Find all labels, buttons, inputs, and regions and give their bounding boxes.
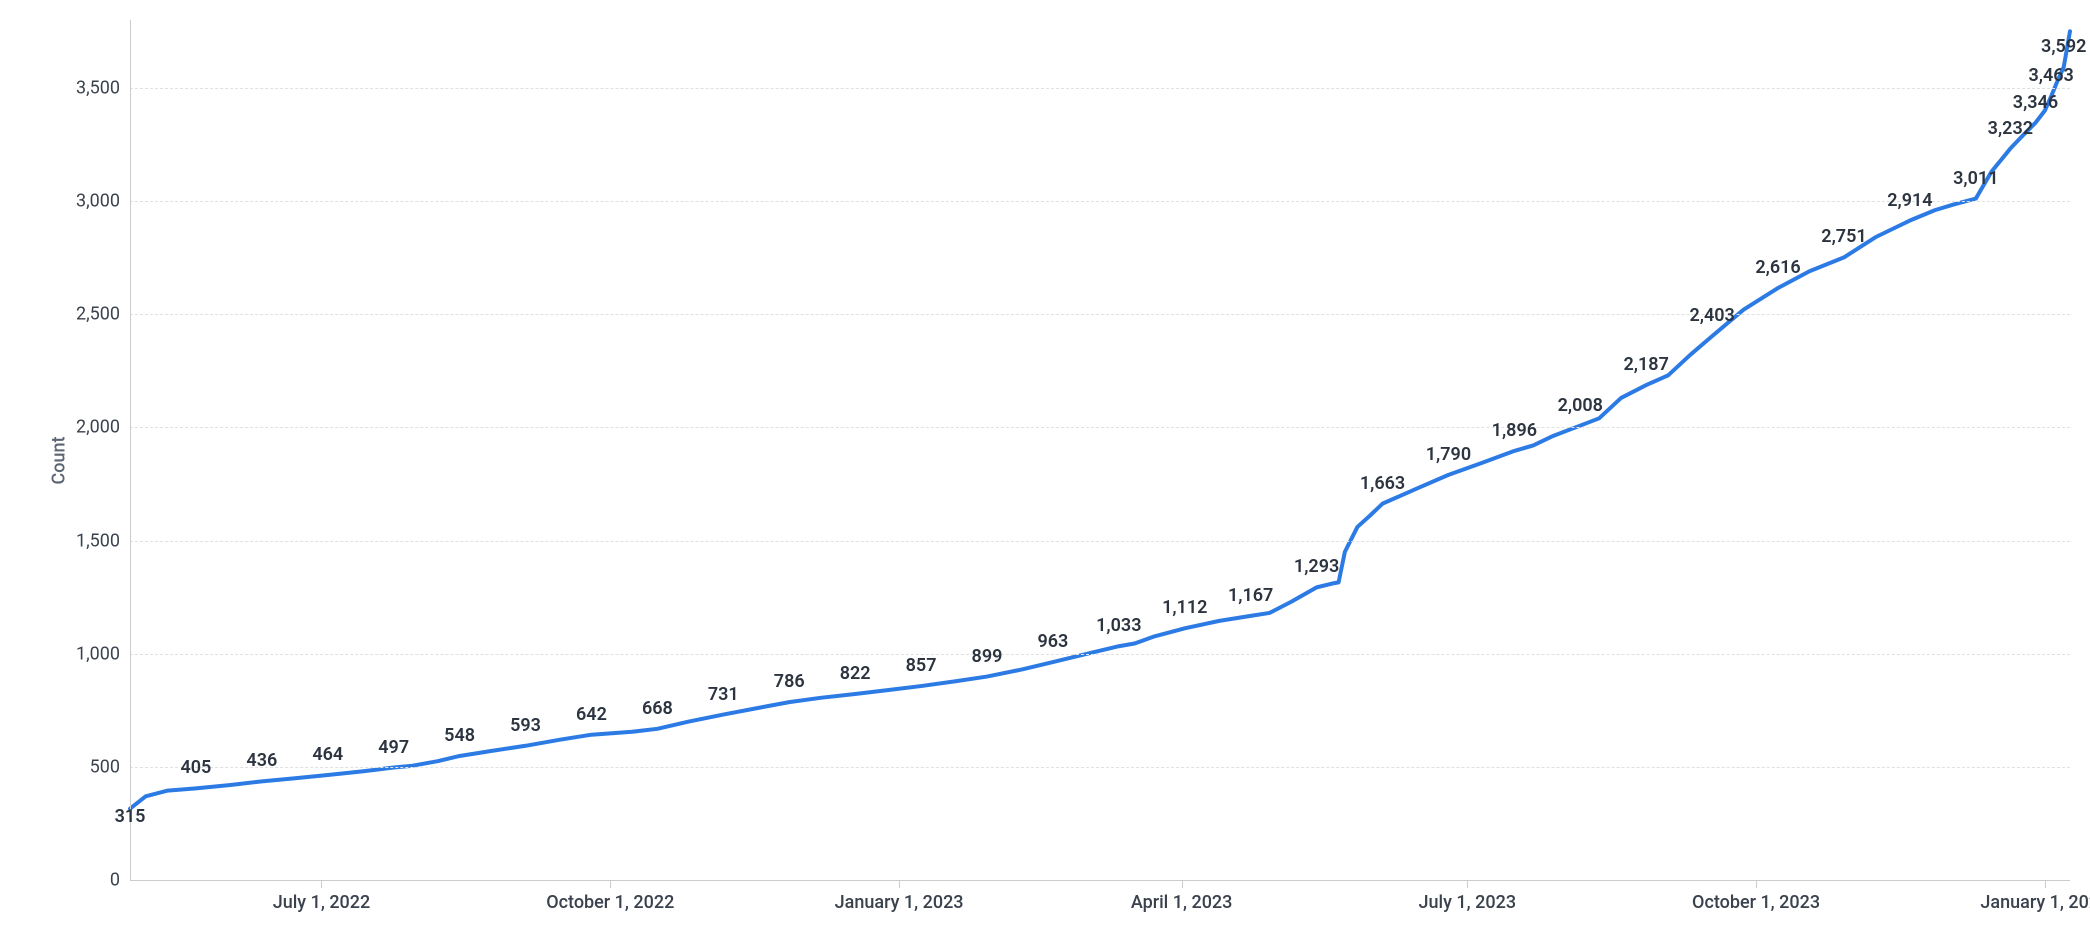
data-point-label: 3,011 <box>1953 168 1998 189</box>
data-point-label: 315 <box>115 806 146 827</box>
data-point-label: 593 <box>510 715 541 736</box>
data-point-label: 1,790 <box>1426 444 1471 465</box>
data-point-label: 2,751 <box>1821 226 1866 247</box>
y-tick-label: 2,000 <box>76 417 130 438</box>
data-point-label: 3,232 <box>1988 118 2033 139</box>
x-tick-mark <box>610 880 611 888</box>
data-point-label: 1,293 <box>1294 556 1339 577</box>
data-point-label: 1,663 <box>1360 473 1405 494</box>
data-point-label: 497 <box>378 737 409 758</box>
data-point-label: 822 <box>840 663 871 684</box>
x-tick-mark <box>1467 880 1468 888</box>
x-tick-mark <box>321 880 322 888</box>
data-point-label: 2,008 <box>1558 395 1603 416</box>
y-tick-label: 3,500 <box>76 77 130 98</box>
data-point-label: 1,896 <box>1492 420 1537 441</box>
y-tick-label: 500 <box>90 756 130 777</box>
data-point-label: 1,167 <box>1228 585 1273 606</box>
plot-area: 05001,0001,5002,0002,5003,0003,500July 1… <box>130 20 2070 880</box>
y-tick-label: 2,500 <box>76 304 130 325</box>
data-point-label: 899 <box>972 646 1003 667</box>
x-tick-mark <box>1756 880 1757 888</box>
data-point-label: 2,914 <box>1887 190 1932 211</box>
x-tick-label: January 1, 2024 <box>1980 892 2090 913</box>
y-tick-label: 0 <box>110 870 130 891</box>
x-tick-label: July 1, 2022 <box>273 892 371 913</box>
gridline <box>130 314 2070 315</box>
x-tick-label: January 1, 2023 <box>835 892 964 913</box>
y-tick-label: 3,000 <box>76 191 130 212</box>
x-tick-label: October 1, 2023 <box>1692 892 1820 913</box>
gridline <box>130 767 2070 768</box>
data-point-label: 405 <box>180 757 211 778</box>
y-axis-line <box>130 20 131 880</box>
gridline <box>130 88 2070 89</box>
gridline <box>130 654 2070 655</box>
y-tick-label: 1,000 <box>76 643 130 664</box>
data-line <box>130 31 2070 808</box>
x-tick-mark <box>899 880 900 888</box>
count-line-chart: Count 05001,0001,5002,0002,5003,0003,500… <box>0 0 2090 929</box>
data-point-label: 857 <box>906 655 937 676</box>
x-tick-mark <box>1182 880 1183 888</box>
x-tick-label: April 1, 2023 <box>1131 892 1233 913</box>
data-point-label: 3,463 <box>2028 65 2073 86</box>
x-axis-line <box>130 880 2070 881</box>
data-point-label: 548 <box>444 725 475 746</box>
data-point-label: 3,592 <box>2041 36 2086 57</box>
data-point-label: 2,187 <box>1624 354 1669 375</box>
x-tick-label: October 1, 2022 <box>546 892 674 913</box>
data-point-label: 464 <box>312 744 343 765</box>
x-tick-mark <box>2045 880 2046 888</box>
data-point-label: 731 <box>708 684 739 705</box>
data-point-label: 2,403 <box>1689 305 1734 326</box>
line-svg <box>130 20 2070 880</box>
data-point-label: 963 <box>1037 631 1068 652</box>
data-point-label: 642 <box>576 704 607 725</box>
gridline <box>130 201 2070 202</box>
data-point-label: 786 <box>774 671 805 692</box>
gridline <box>130 427 2070 428</box>
data-point-label: 436 <box>246 750 277 771</box>
data-point-label: 668 <box>642 698 673 719</box>
data-point-label: 1,033 <box>1096 615 1141 636</box>
data-point-label: 3,346 <box>2013 92 2058 113</box>
data-point-label: 1,112 <box>1162 597 1207 618</box>
gridline <box>130 541 2070 542</box>
x-tick-label: July 1, 2023 <box>1419 892 1517 913</box>
data-point-label: 2,616 <box>1755 257 1800 278</box>
y-axis-label: Count <box>49 437 70 485</box>
y-tick-label: 1,500 <box>76 530 130 551</box>
